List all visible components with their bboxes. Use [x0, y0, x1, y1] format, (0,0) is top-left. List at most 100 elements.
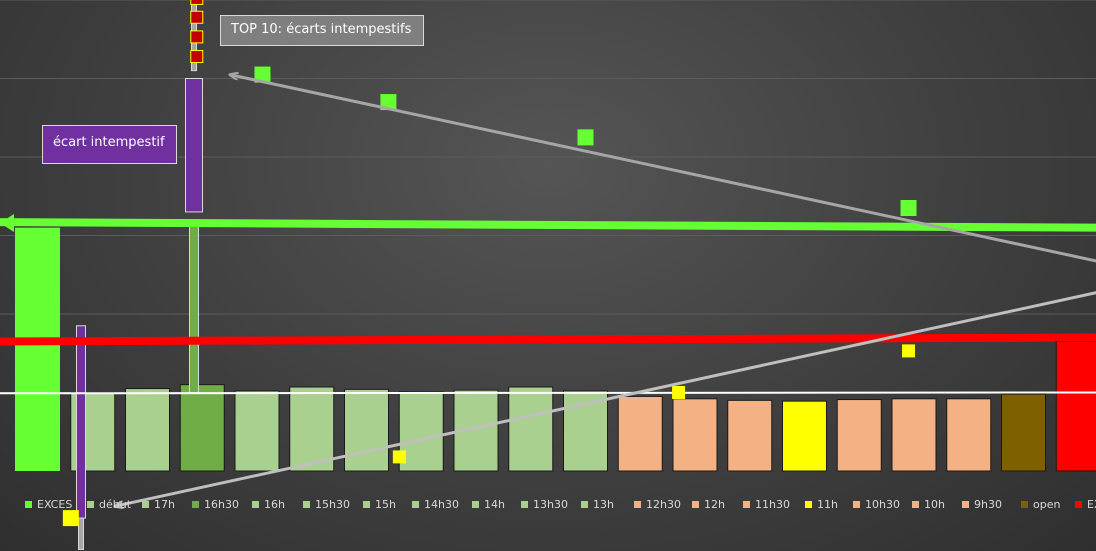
reference-line	[0, 333, 1096, 346]
legend-label: début	[99, 498, 132, 511]
bar	[179, 384, 225, 472]
bar	[617, 395, 663, 472]
legend-item: 10h30	[853, 496, 900, 514]
legend-swatch	[692, 501, 699, 508]
legend-label: 14h30	[424, 498, 459, 511]
legend-label: 13h	[593, 498, 614, 511]
legend-label: 10h	[924, 498, 945, 511]
legend-item: 12h30	[634, 496, 681, 514]
legend-item: 16h30	[192, 496, 239, 514]
legend-swatch	[962, 501, 969, 508]
legend-item: 15h30	[303, 496, 350, 514]
legend-swatch	[472, 501, 479, 508]
bar	[563, 390, 608, 472]
data-marker	[392, 450, 406, 464]
legend-label: 15h30	[315, 498, 350, 511]
data-marker	[62, 510, 79, 527]
bar	[125, 388, 170, 472]
legend-item: 17h	[142, 496, 175, 514]
reference-line-arrowhead	[0, 214, 14, 232]
bar	[672, 398, 718, 472]
bar	[891, 398, 937, 472]
legend-label: 11h	[817, 498, 838, 511]
legend-item: EXCES	[1075, 496, 1096, 514]
data-marker	[190, 10, 204, 24]
legend-label: EXCES	[37, 498, 73, 511]
bar	[946, 398, 992, 472]
data-marker	[902, 344, 916, 358]
legend-label: 16h	[264, 498, 285, 511]
legend-swatch	[192, 501, 199, 508]
legend-item: 14h30	[412, 496, 459, 514]
legend-label: EXCES	[1087, 498, 1096, 511]
bar	[344, 388, 389, 472]
bar	[727, 399, 773, 472]
legend: EXCES début 17h 16h30 16h 15h30 15h 14h30 14h 13h…	[0, 496, 1096, 514]
legend-item: début	[87, 496, 131, 514]
candle	[78, 517, 84, 550]
legend-item: EXCES	[25, 496, 72, 514]
legend-swatch	[412, 501, 419, 508]
data-marker	[672, 386, 686, 399]
legend-label: 9h30	[974, 498, 1002, 511]
legend-item: 10h	[912, 496, 945, 514]
legend-item: 16h	[252, 496, 285, 514]
bar	[234, 390, 280, 472]
bar	[1001, 393, 1046, 472]
legend-item: 11h	[805, 496, 838, 514]
legend-label: 15h	[375, 498, 396, 511]
bar	[15, 227, 60, 471]
data-marker	[190, 0, 204, 5]
reference-line	[0, 391, 1096, 395]
legend-label: 11h30	[755, 498, 790, 511]
annotation-arrow	[230, 75, 1096, 263]
legend-item: 11h30	[743, 496, 790, 514]
legend-item: open	[1021, 496, 1060, 514]
data-marker	[254, 66, 271, 83]
legend-swatch	[303, 501, 310, 508]
legend-swatch	[743, 501, 750, 508]
legend-swatch	[87, 501, 94, 508]
data-marker	[380, 94, 397, 111]
legend-swatch	[142, 501, 149, 508]
candle	[185, 78, 203, 213]
data-marker	[900, 200, 917, 217]
legend-swatch	[912, 501, 919, 508]
candle	[76, 325, 86, 519]
legend-label: 17h	[154, 498, 175, 511]
legend-label: 13h30	[533, 498, 568, 511]
legend-swatch	[805, 501, 812, 508]
bar	[289, 386, 335, 472]
bar	[453, 389, 499, 472]
legend-swatch	[521, 501, 528, 508]
candle	[189, 219, 199, 393]
legend-label: 12h	[704, 498, 725, 511]
top10-callout: TOP 10: écarts intempestifs	[220, 15, 424, 46]
legend-label: open	[1033, 498, 1061, 511]
legend-item: 15h	[363, 496, 396, 514]
bar	[836, 399, 882, 472]
legend-item: 13h	[581, 496, 614, 514]
bar	[782, 400, 827, 472]
legend-label: 14h	[484, 498, 505, 511]
legend-swatch	[363, 501, 370, 508]
annotation-arrow	[115, 291, 1096, 507]
bar	[398, 391, 444, 472]
data-marker	[190, 50, 204, 64]
legend-swatch	[853, 501, 860, 508]
legend-label: 12h30	[646, 498, 681, 511]
legend-item: 13h30	[521, 496, 568, 514]
reference-line	[0, 218, 1096, 232]
data-marker	[577, 129, 594, 146]
bar	[508, 386, 554, 472]
legend-swatch	[634, 501, 641, 508]
legend-swatch	[581, 501, 588, 508]
legend-item: 9h30	[962, 496, 1002, 514]
ecart-callout: écart intempestif	[42, 125, 177, 164]
legend-item: 12h	[692, 496, 725, 514]
legend-label: 10h30	[865, 498, 900, 511]
legend-swatch	[1075, 501, 1082, 508]
legend-swatch	[1021, 501, 1028, 508]
bar	[1055, 340, 1096, 472]
